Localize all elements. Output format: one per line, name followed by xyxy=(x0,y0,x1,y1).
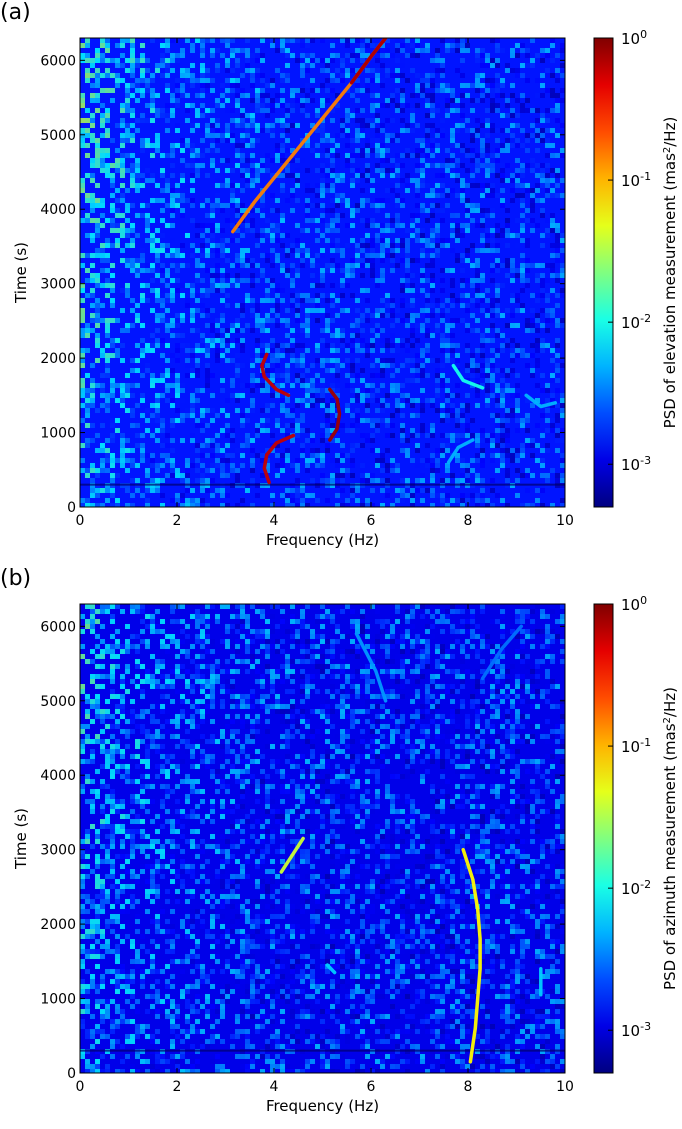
x-tick-label: 4 xyxy=(270,1079,279,1095)
x-tick-label: 8 xyxy=(464,1079,473,1095)
colorbar xyxy=(594,604,613,1073)
x-tick-label: 0 xyxy=(76,513,85,529)
heatmap-field xyxy=(80,604,565,1074)
heatmap-field xyxy=(80,38,565,508)
colorbar-tick-label: 100 xyxy=(621,28,647,49)
y-tick-label: 4000 xyxy=(40,202,76,218)
colorbar-tick-label: 10-3 xyxy=(621,454,651,475)
colorbar-tick-label: 10-2 xyxy=(621,878,651,899)
y-tick-label: 3000 xyxy=(40,843,76,859)
x-axis-label: Frequency (Hz) xyxy=(266,1097,379,1115)
x-tick-label: 2 xyxy=(173,513,182,529)
x-tick-label: 10 xyxy=(556,513,574,529)
panel-label-b: (b) xyxy=(0,566,31,591)
colorbar-label: PSD of azimuth measurement (mas2/Hz) xyxy=(661,687,679,990)
colorbar-tick-label: 10-1 xyxy=(621,736,651,757)
x-tick-label: 0 xyxy=(76,1079,85,1095)
y-tick-label: 1000 xyxy=(40,426,76,442)
x-tick-label: 8 xyxy=(464,513,473,529)
y-tick-label: 0 xyxy=(67,1066,76,1082)
x-tick-label: 6 xyxy=(367,1079,376,1095)
x-tick-label: 2 xyxy=(173,1079,182,1095)
colorbar-tick-label: 10-1 xyxy=(621,170,651,191)
y-tick-label: 2000 xyxy=(40,351,76,367)
x-tick-label: 4 xyxy=(270,513,279,529)
y-tick-label: 6000 xyxy=(40,619,76,635)
y-axis-label: Time (s) xyxy=(12,808,30,870)
y-tick-label: 0 xyxy=(67,500,76,516)
x-tick-label: 10 xyxy=(556,1079,574,1095)
y-tick-label: 5000 xyxy=(40,128,76,144)
x-tick-label: 6 xyxy=(367,513,376,529)
y-tick-label: 3000 xyxy=(40,277,76,293)
colorbar xyxy=(594,38,613,507)
panel-label-a: (a) xyxy=(0,0,31,25)
colorbar-label: PSD of elevation measurement (mas2/Hz) xyxy=(661,117,679,429)
colorbar-tick-label: 100 xyxy=(621,594,647,615)
colorbar-tick-label: 10-3 xyxy=(621,1020,651,1041)
y-tick-label: 6000 xyxy=(40,53,76,69)
y-tick-label: 4000 xyxy=(40,768,76,784)
y-tick-label: 5000 xyxy=(40,694,76,710)
y-tick-label: 2000 xyxy=(40,917,76,933)
y-axis-label: Time (s) xyxy=(12,242,30,304)
y-tick-label: 1000 xyxy=(40,992,76,1008)
colorbar-tick-label: 10-2 xyxy=(621,312,651,333)
x-axis-label: Frequency (Hz) xyxy=(266,531,379,549)
